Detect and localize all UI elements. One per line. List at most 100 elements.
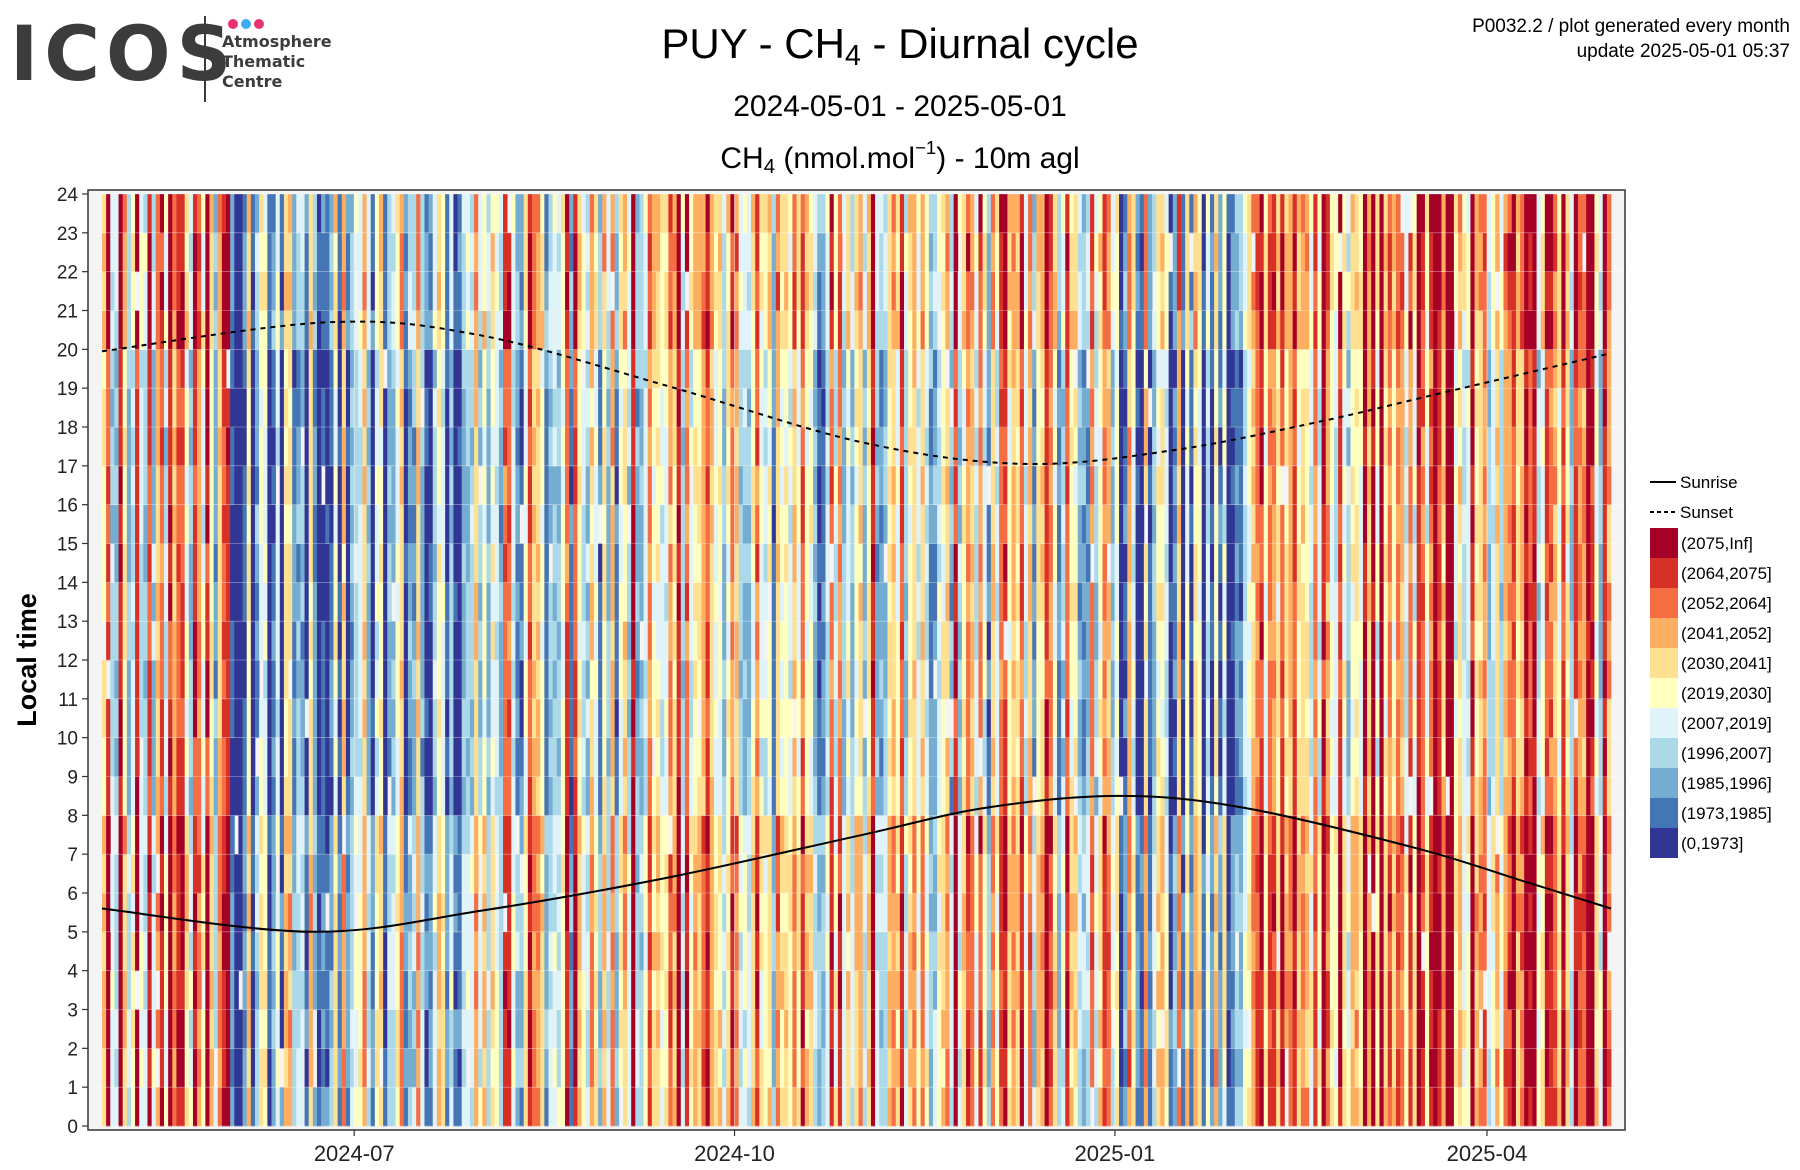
heatmap-cell — [209, 310, 215, 350]
heatmap-cell — [403, 893, 409, 933]
heatmap-cell — [854, 931, 859, 972]
heatmap-cell — [928, 465, 934, 506]
heatmap-cell — [792, 388, 797, 428]
heatmap-cell — [474, 931, 479, 972]
heatmap-cell — [796, 271, 802, 311]
heatmap-cell — [755, 931, 760, 972]
heatmap-cell — [837, 698, 843, 739]
heatmap-cell — [383, 388, 388, 428]
heatmap-cell — [503, 388, 508, 428]
heatmap-cell — [461, 427, 467, 467]
heatmap-cell — [449, 776, 454, 816]
heatmap-cell — [718, 543, 723, 583]
heatmap-cell — [726, 815, 731, 855]
heatmap-cell — [746, 660, 752, 700]
heatmap-cell — [953, 776, 959, 816]
heatmap-cell — [751, 815, 756, 855]
heatmap-cell — [511, 1048, 516, 1088]
heatmap-cell — [825, 893, 831, 933]
heatmap-cell — [870, 427, 876, 467]
heatmap-cell — [503, 931, 508, 972]
heatmap-cell — [283, 271, 289, 311]
heatmap-cell — [540, 893, 545, 933]
heatmap-cell — [407, 194, 413, 234]
heatmap-cell — [701, 1009, 706, 1049]
heatmap-cell — [180, 543, 186, 583]
heatmap-cell — [147, 1087, 153, 1127]
heatmap-cell — [374, 1087, 380, 1127]
heatmap-cell — [147, 504, 153, 544]
heatmap-cell — [668, 970, 673, 1010]
heatmap-cell — [370, 815, 376, 855]
heatmap-cell — [618, 388, 624, 428]
heatmap-cell — [168, 1048, 173, 1088]
heatmap-cell — [672, 1087, 678, 1127]
heatmap-cell — [246, 465, 252, 506]
heatmap-cell — [556, 854, 562, 894]
heatmap-cell — [197, 582, 202, 622]
heatmap-cell — [593, 621, 599, 661]
heatmap-cell — [746, 698, 752, 739]
heatmap-cell — [854, 465, 859, 506]
heatmap-cell — [780, 931, 785, 972]
heatmap-cell — [751, 349, 756, 389]
heatmap-cell — [254, 621, 260, 661]
heatmap-cell — [937, 349, 942, 389]
heatmap-cell — [246, 194, 252, 234]
heatmap-cell — [296, 504, 301, 544]
heatmap-cell — [813, 854, 818, 894]
heatmap-cell — [817, 427, 822, 467]
heatmap-cell — [552, 815, 558, 855]
heatmap-cell — [771, 388, 777, 428]
heatmap-cell — [130, 349, 136, 389]
heatmap-cell — [490, 349, 496, 389]
heatmap-cell — [957, 465, 963, 506]
heatmap-cell — [515, 660, 520, 700]
heatmap-cell — [209, 1048, 215, 1088]
heatmap-cell — [556, 1087, 562, 1127]
heatmap-cell — [552, 582, 558, 622]
heatmap-cell — [424, 1087, 429, 1127]
heatmap-cell — [370, 621, 376, 661]
heatmap-cell — [734, 737, 740, 777]
heatmap-cell — [540, 698, 545, 739]
heatmap-cell — [684, 504, 690, 544]
heatmap-cell — [891, 310, 897, 350]
heatmap-cell — [581, 582, 587, 622]
heatmap-cell — [908, 737, 913, 777]
heatmap-cell — [829, 660, 835, 700]
heatmap-cell — [755, 194, 760, 234]
heatmap-cell — [296, 1048, 301, 1088]
heatmap-cell — [296, 388, 301, 428]
heatmap-cell — [176, 970, 181, 1010]
heatmap-cell — [916, 931, 921, 972]
heatmap-cell — [527, 388, 533, 428]
heatmap-cell — [474, 660, 479, 700]
heatmap-cell — [887, 271, 893, 311]
heatmap-cell — [412, 427, 417, 467]
heatmap-cell — [436, 776, 442, 816]
heatmap-cell — [755, 543, 760, 583]
heatmap-cell — [325, 660, 330, 700]
heatmap-cell — [614, 310, 620, 350]
heatmap-cell — [168, 194, 173, 234]
heatmap-cell — [767, 854, 773, 894]
heatmap-cell — [821, 232, 826, 273]
heatmap-cell — [441, 388, 446, 428]
heatmap-cell — [531, 504, 537, 544]
heatmap-cell — [441, 271, 446, 311]
heatmap-cell — [250, 1087, 256, 1127]
icos-logo: ICOS Atmosphere Thematic Centre — [10, 14, 340, 110]
heatmap-cell — [606, 1087, 611, 1127]
heatmap-cell — [808, 194, 814, 234]
heatmap-cell — [821, 504, 826, 544]
heatmap-cell — [221, 660, 227, 700]
heatmap-cell — [689, 232, 694, 273]
heatmap-cell — [304, 854, 310, 894]
heatmap-cell — [622, 660, 628, 700]
heatmap-cell — [966, 893, 971, 933]
heatmap-cell — [676, 854, 682, 894]
heatmap-cell — [267, 504, 272, 544]
heatmap-cell — [519, 737, 525, 777]
heatmap-cell — [610, 388, 616, 428]
